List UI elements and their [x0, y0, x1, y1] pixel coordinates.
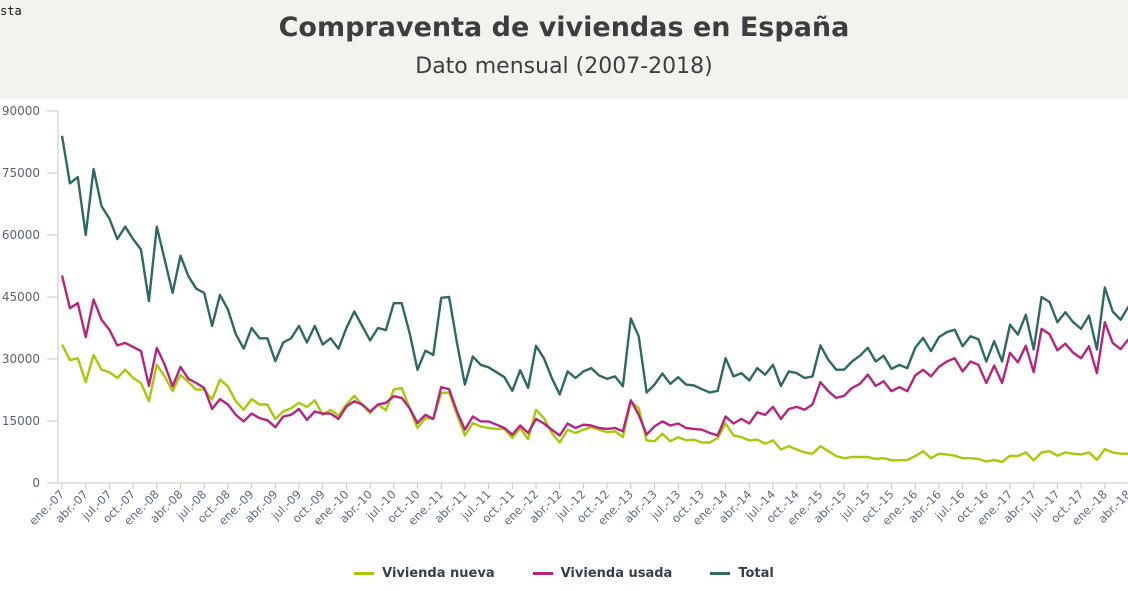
series-line-vivienda-usada	[60, 275, 1128, 437]
legend-item-usada[interactable]: Vivienda usada	[532, 566, 673, 581]
y-tick-label: 30000	[2, 352, 40, 366]
y-tick-label: 45000	[2, 290, 40, 304]
y-tick-label: 90000	[2, 104, 40, 118]
legend-swatch-nueva	[354, 572, 375, 575]
legend-label: Vivienda usada	[560, 566, 673, 581]
legend-swatch-total	[710, 572, 731, 575]
corner-text: sta	[0, 4, 22, 18]
legend-label: Total	[738, 566, 774, 581]
y-tick-label: 15000	[2, 414, 40, 428]
legend-swatch-usada	[532, 572, 553, 575]
series-lines	[60, 135, 1128, 464]
chart-title: Compraventa de viviendas en España	[278, 12, 850, 43]
chart-subtitle: Dato mensual (2007-2018)	[415, 54, 713, 79]
chart-header	[0, 0, 1128, 99]
series-line-total	[60, 135, 1128, 396]
y-tick-label: 60000	[2, 228, 40, 242]
y-tick-label: 75000	[2, 166, 40, 180]
legend-item-nueva[interactable]: Vivienda nueva	[354, 566, 495, 581]
legend-item-total[interactable]: Total	[710, 566, 774, 581]
legend-label: Vivienda nueva	[382, 566, 495, 581]
series-line-vivienda-nueva	[60, 343, 1128, 464]
axes: 0150003000045000600007500090000ene.-07ab…	[2, 104, 1128, 528]
y-tick-label: 0	[32, 476, 40, 490]
legend: Vivienda nueva Vivienda usada Total	[0, 566, 1128, 581]
